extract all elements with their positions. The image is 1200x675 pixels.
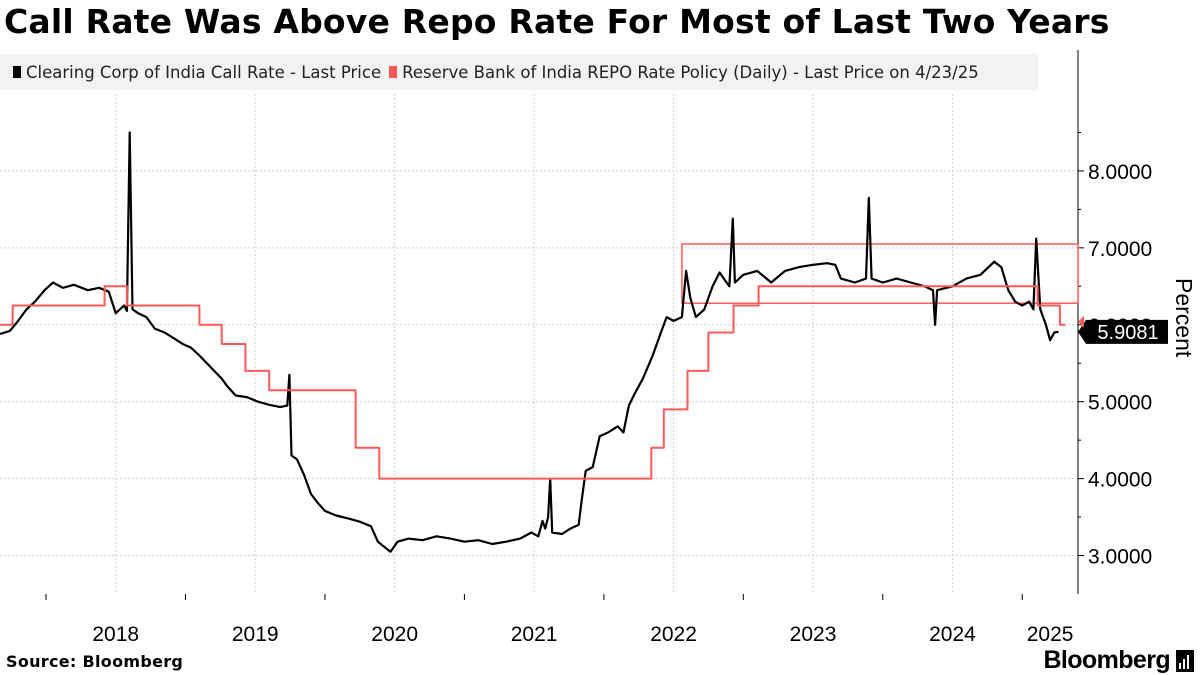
x-tick-label: 2025 (1027, 623, 1074, 646)
chart-title: Call Rate Was Above Repo Rate For Most o… (4, 2, 1110, 41)
bloomberg-logo: Bloomberg (1043, 646, 1194, 675)
last-value-flag-bg (1078, 319, 1168, 344)
y-tick-label: 8.0000 (1088, 161, 1152, 184)
bloomberg-terminal-icon (1176, 649, 1194, 672)
x-tick-label: 2023 (790, 623, 837, 646)
repo-last-marker (1078, 315, 1084, 328)
x-tick-label: 2024 (929, 623, 976, 646)
last-value-flag: 5.9081 (1078, 319, 1168, 344)
x-tick-label: 2018 (92, 623, 139, 646)
highlight-box (681, 243, 1079, 304)
legend-label-call-rate: Clearing Corp of India Call Rate - Last … (26, 62, 382, 82)
y-tick-label: 5.0000 (1088, 392, 1152, 415)
legend-item-repo-rate[interactable]: Reserve Bank of India REPO Rate Policy (… (389, 63, 979, 82)
x-tick-label: 2021 (511, 623, 558, 646)
legend-label-repo-rate: Reserve Bank of India REPO Rate Policy (… (402, 62, 979, 82)
x-tick-label: 2022 (650, 623, 697, 646)
legend: Clearing Corp of India Call Rate - Last … (0, 54, 1038, 90)
y-tick-label: 7.0000 (1088, 238, 1152, 261)
legend-item-call-rate[interactable]: Clearing Corp of India Call Rate - Last … (13, 63, 381, 82)
series-line-repo-rate (0, 285, 1066, 480)
y-axis-title: Percent (1171, 278, 1197, 358)
legend-swatch-repo-rate (389, 66, 398, 78)
y-tick-label: 4.0000 (1088, 469, 1152, 492)
y-tick-label: 3.0000 (1088, 546, 1152, 569)
x-tick-label: 2020 (371, 623, 418, 646)
source-note: Source: Bloomberg (6, 652, 184, 671)
legend-swatch-call-rate (13, 66, 21, 78)
bloomberg-wordmark: Bloomberg (1043, 646, 1170, 674)
last-value-label: 5.9081 (1097, 322, 1158, 344)
x-tick-label: 2019 (232, 623, 279, 646)
series-line-call-rate (0, 131, 1059, 553)
